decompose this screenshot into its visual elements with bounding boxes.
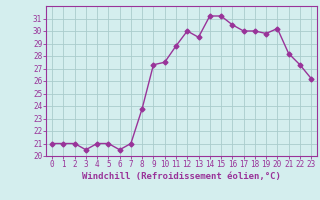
- X-axis label: Windchill (Refroidissement éolien,°C): Windchill (Refroidissement éolien,°C): [82, 172, 281, 181]
